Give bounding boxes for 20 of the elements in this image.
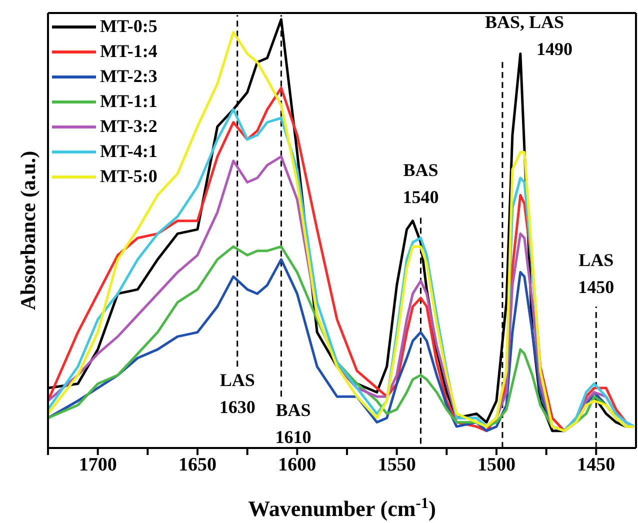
legend-label: MT-5:0 — [100, 166, 158, 187]
x-tick-label: 1450 — [577, 454, 616, 476]
x-axis-title: Wavenumber (cm$^{-1}$) — [248, 494, 436, 521]
ref-line-label: BAS 1540 — [402, 160, 439, 207]
x-tick-label: 1500 — [477, 454, 516, 476]
legend-label: MT-2:3 — [100, 66, 158, 87]
y-axis-title: Absorbance (a.u.) — [16, 150, 40, 310]
x-tick-label: 1600 — [278, 454, 316, 476]
ref-line-label: LAS 1450 — [578, 250, 614, 297]
ref-line-label: BAS 1610 — [275, 400, 312, 447]
legend-label: MT-3:2 — [100, 116, 158, 137]
ref-line-label: LAS 1630 — [219, 370, 256, 417]
x-tick-label: 1550 — [378, 454, 416, 476]
legend-label: MT-0:5 — [100, 16, 158, 37]
ref-line-label: BAS, LAS 1490 — [484, 12, 572, 59]
x-tick-label: 1700 — [78, 454, 117, 476]
legend-label: MT-1:1 — [100, 91, 158, 112]
legend-label: MT-1:4 — [100, 41, 158, 62]
x-tick-label: 1650 — [178, 454, 216, 476]
legend-label: MT-4:1 — [100, 141, 158, 162]
